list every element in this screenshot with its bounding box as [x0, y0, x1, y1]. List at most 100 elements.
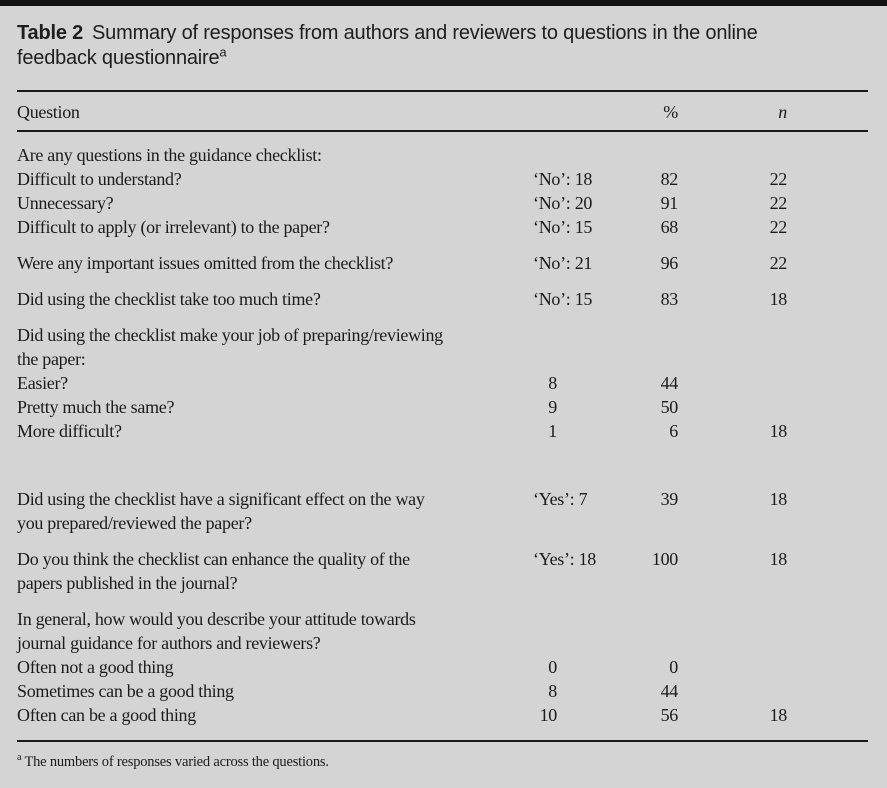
answer-cell: 0 [548, 657, 557, 677]
answer-cell: ‘No’: 15 [533, 289, 593, 309]
n-cell: 18 [769, 705, 788, 725]
footnote: a The numbers of responses varied across … [17, 752, 868, 772]
percent-cell [606, 347, 678, 371]
percent-cell [606, 323, 678, 347]
question-cell: papers published in the journal? [17, 573, 238, 593]
n-cell: 22 [769, 253, 788, 273]
answer-cell [516, 571, 606, 595]
table-row: Did using the checklist make your job of… [17, 323, 868, 347]
n-cell: 18 [769, 549, 788, 569]
header-answer-spacer [516, 100, 606, 124]
question-cell: Did using the checklist make your job of… [17, 325, 443, 345]
table-row: Did using the checklist take too much ti… [17, 287, 868, 311]
table-header-row: Question % n [17, 100, 868, 124]
bottom-rule [17, 740, 868, 742]
percent-cell: 56 [660, 705, 679, 725]
answer-cell: 8 [548, 373, 557, 393]
question-cell: Often can be a good thing [17, 705, 196, 725]
table-row: Pretty much the same? 9 50 [17, 395, 868, 419]
table-row: Often can be a good thing 10 56 18 [17, 703, 868, 727]
table-row: papers published in the journal? [17, 571, 868, 595]
table-row: Were any important issues omitted from t… [17, 251, 868, 275]
table-title: Table 2 Summary of responses from authors… [17, 21, 868, 71]
percent-cell: 50 [660, 397, 679, 417]
table-row: Sometimes can be a good thing 8 44 [17, 679, 868, 703]
n-cell [678, 347, 868, 371]
n-cell: 18 [769, 421, 788, 441]
question-cell: journal guidance for authors and reviewe… [17, 633, 321, 653]
question-cell: Difficult to apply (or irrelevant) to th… [17, 217, 330, 237]
answer-cell: ‘No’: 21 [533, 253, 593, 273]
percent-cell [606, 511, 678, 535]
answer-cell: ‘Yes’: 18 [533, 549, 596, 569]
header-n: n [778, 102, 787, 122]
answer-cell: ‘No’: 15 [533, 217, 593, 237]
question-cell: you prepared/reviewed the paper? [17, 513, 252, 533]
table-row: Easier? 8 44 [17, 371, 868, 395]
table-row: More difficult? 1 6 18 [17, 419, 868, 443]
table-section: Did using the checklist have a significa… [17, 487, 868, 535]
answer-cell: ‘Yes’: 7 [533, 489, 588, 509]
n-cell [678, 607, 868, 631]
question-cell: Did using the checklist have a significa… [17, 489, 425, 509]
n-cell: 18 [769, 289, 788, 309]
percent-cell [606, 631, 678, 655]
n-cell: 22 [769, 193, 788, 213]
n-cell [678, 571, 868, 595]
percent-cell [606, 571, 678, 595]
n-cell [678, 511, 868, 535]
percent-cell: 44 [660, 373, 679, 393]
answer-cell [516, 323, 606, 347]
answer-cell: ‘No’: 20 [533, 193, 593, 213]
table-row: you prepared/reviewed the paper? [17, 511, 868, 535]
answer-cell: ‘No’: 18 [533, 169, 593, 189]
n-cell [678, 371, 868, 395]
question-cell: Difficult to understand? [17, 169, 182, 189]
percent-cell: 6 [669, 421, 678, 441]
header-rule [17, 130, 868, 132]
table-row: Did using the checklist have a significa… [17, 487, 868, 511]
table-row: Often not a good thing 0 0 [17, 655, 868, 679]
percent-cell: 68 [660, 217, 679, 237]
percent-cell: 96 [660, 253, 679, 273]
page-top-bar [0, 0, 887, 6]
table-row: journal guidance for authors and reviewe… [17, 631, 868, 655]
answer-cell: 9 [548, 397, 557, 417]
table-section: Are any questions in the guidance checkl… [17, 143, 868, 239]
table-title-text: Summary of responses from authors and re… [92, 22, 758, 44]
question-cell: the paper: [17, 349, 86, 369]
question-cell: Easier? [17, 373, 68, 393]
n-cell: 22 [769, 169, 788, 189]
table-section: Did using the checklist make your job of… [17, 323, 868, 443]
n-cell [678, 395, 868, 419]
question-cell: Unnecessary? [17, 193, 114, 213]
table-row: Do you think the checklist can enhance t… [17, 547, 868, 571]
percent-cell: 44 [660, 681, 679, 701]
table-title-line1: Table 2 Summary of responses from authors… [17, 21, 868, 46]
answer-cell [516, 607, 606, 631]
table-row: Are any questions in the guidance checkl… [17, 143, 868, 167]
question-cell: Do you think the checklist can enhance t… [17, 549, 410, 569]
answer-cell: 10 [539, 705, 558, 725]
question-cell: More difficult? [17, 421, 122, 441]
n-cell: 22 [769, 217, 788, 237]
percent-cell: 91 [660, 193, 679, 213]
table-number-label: Table 2 [17, 22, 84, 44]
table-container: Table 2 Summary of responses from authors… [0, 21, 887, 772]
percent-cell: 82 [660, 169, 679, 189]
table-row: the paper: [17, 347, 868, 371]
table-row: In general, how would you describe your … [17, 607, 868, 631]
question-cell: Often not a good thing [17, 657, 174, 677]
table-row: Unnecessary? ‘No’: 20 91 22 [17, 191, 868, 215]
answer-cell: 8 [548, 681, 557, 701]
footnote-marker: a [17, 752, 22, 764]
footnote-text: The numbers of responses varied across t… [24, 754, 329, 770]
answer-cell [516, 347, 606, 371]
percent-cell: 100 [651, 549, 678, 569]
n-cell [678, 143, 868, 167]
answer-cell [516, 511, 606, 535]
header-percent: % [663, 102, 678, 122]
question-cell: Are any questions in the guidance checkl… [17, 145, 322, 165]
table-body: Are any questions in the guidance checkl… [17, 143, 868, 727]
table-title-text-cont: feedback questionnaire [17, 47, 220, 69]
